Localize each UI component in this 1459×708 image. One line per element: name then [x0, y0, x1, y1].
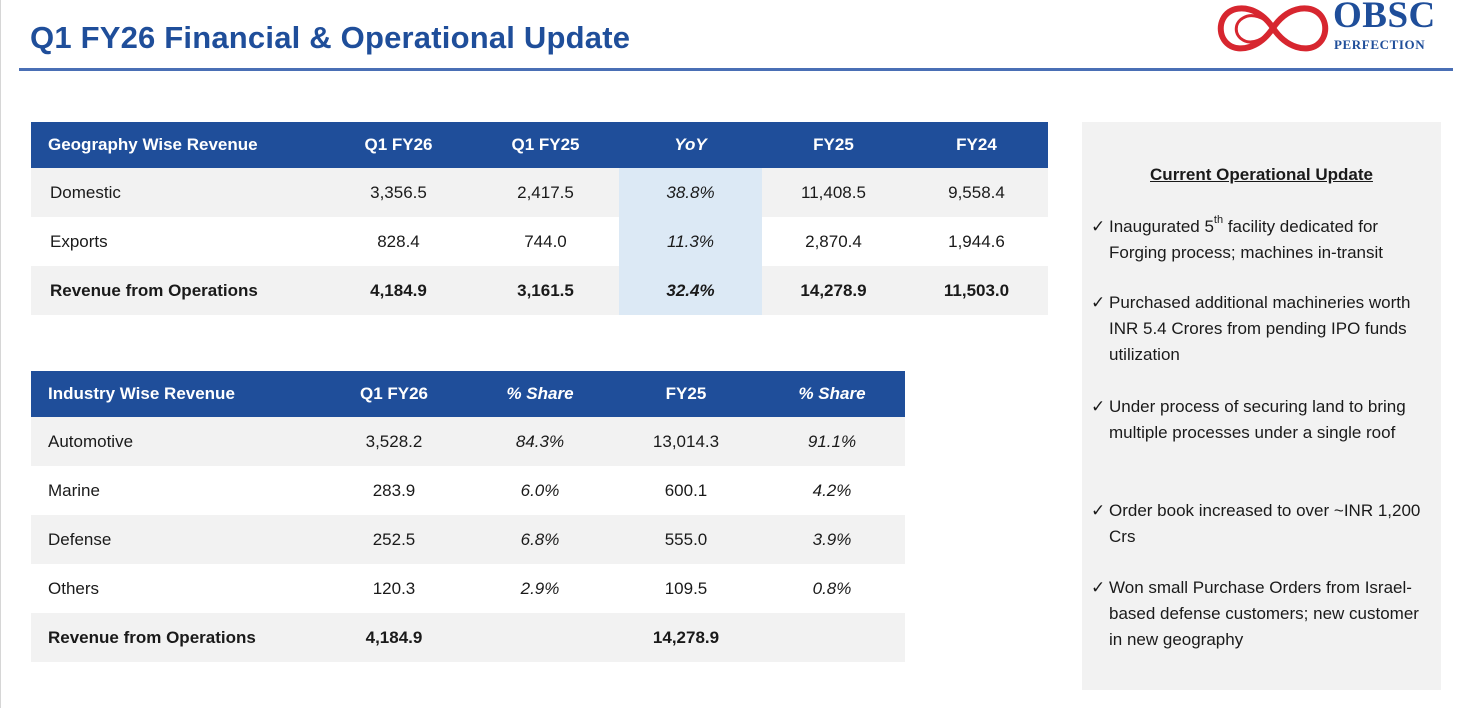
table-cell: 14,278.9 — [762, 266, 905, 315]
table-cell: 828.4 — [377, 231, 420, 251]
page-left-border — [0, 0, 1, 708]
geography-revenue-table: Geography Wise Revenue Q1 FY26 Q1 FY25 Y… — [31, 122, 1048, 315]
column-header: Q1 FY26 — [321, 371, 467, 417]
table-cell: 11,408.5 — [762, 168, 905, 217]
checkmark-icon: ✓ — [1091, 397, 1106, 416]
table-cell: 3,528.2 — [321, 417, 467, 466]
checkmark-icon: ✓ — [1091, 293, 1106, 312]
bullet-text: Order book increased to over ~INR 1,200 … — [1109, 501, 1421, 546]
share-cell — [759, 613, 905, 662]
table-row: Defense 252.5 6.8% 555.0 3.9% — [31, 515, 905, 564]
checkmark-icon: ✓ — [1091, 217, 1106, 236]
table-cell: 3,161.5 — [472, 266, 619, 315]
update-bullet: ✓ Won small Purchase Orders from Israel-… — [1091, 575, 1436, 653]
table-cell: 252.5 — [321, 515, 467, 564]
share-cell: 6.8% — [467, 515, 613, 564]
logo-wordmark: OBSC — [1333, 0, 1436, 36]
share-cell: 4.2% — [812, 480, 852, 500]
row-label: Others — [48, 578, 100, 598]
company-logo: OBSC PERFECTION — [1215, 0, 1457, 58]
table-row: Others 120.3 2.9% 109.5 0.8% — [31, 564, 905, 613]
update-bullet: ✓ Purchased additional machineries worth… — [1091, 290, 1436, 368]
update-bullet: ✓ Order book increased to over ~INR 1,20… — [1091, 498, 1436, 550]
logo-tagline: PERFECTION — [1334, 37, 1426, 52]
table-row: Exports 828.4 744.0 11.3% 2,870.4 1,944.… — [31, 217, 1048, 266]
share-cell — [467, 613, 613, 662]
row-label: Marine — [48, 480, 100, 500]
share-cell: 0.8% — [812, 578, 852, 598]
table-cell: 4,184.9 — [325, 266, 472, 315]
bullet-text: Purchased additional machineries worth I… — [1109, 293, 1411, 364]
column-header: YoY — [619, 122, 762, 168]
table-row: Automotive 3,528.2 84.3% 13,014.3 91.1% — [31, 417, 905, 466]
title-underline-divider — [19, 68, 1453, 71]
table-cell: 109.5 — [664, 578, 708, 598]
share-cell: 2.9% — [520, 578, 560, 598]
column-header: FY25 — [613, 371, 759, 417]
share-cell: 84.3% — [467, 417, 613, 466]
bullet-superscript: th — [1213, 214, 1224, 227]
table-cell: 14,278.9 — [613, 613, 759, 662]
column-header: Q1 FY26 — [325, 122, 472, 168]
table-cell: 555.0 — [613, 515, 759, 564]
column-header: % Share — [759, 371, 905, 417]
table-cell: 1,944.6 — [948, 231, 1005, 251]
update-bullet: ✓ Under process of securing land to brin… — [1091, 394, 1436, 446]
table-cell: 11,503.0 — [905, 266, 1048, 315]
page-title: Q1 FY26 Financial & Operational Update — [30, 20, 631, 55]
industry-revenue-table: Industry Wise Revenue Q1 FY26 % Share FY… — [31, 371, 905, 662]
row-label: Domestic — [31, 168, 325, 217]
table-cell: 4,184.9 — [321, 613, 467, 662]
share-cell: 6.0% — [520, 480, 560, 500]
table-cell: 9,558.4 — [905, 168, 1048, 217]
yoy-cell: 38.8% — [619, 168, 762, 217]
column-header: Industry Wise Revenue — [31, 371, 321, 417]
yoy-cell: 11.3% — [619, 217, 762, 266]
table-cell: 2,870.4 — [805, 231, 862, 251]
row-label: Revenue from Operations — [31, 266, 325, 315]
checkmark-icon: ✓ — [1091, 578, 1106, 597]
update-bullet: ✓ Inaugurated 5th facility dedicated for… — [1091, 214, 1436, 266]
bullet-text: facility dedicated for Forging process; … — [1109, 217, 1384, 262]
row-label: Exports — [50, 231, 108, 251]
bullet-text: Won small Purchase Orders from Israel-ba… — [1109, 578, 1419, 649]
row-label: Revenue from Operations — [31, 613, 321, 662]
share-cell: 3.9% — [759, 515, 905, 564]
yoy-cell: 32.4% — [619, 266, 762, 315]
row-label: Defense — [31, 515, 321, 564]
operational-update-panel: Current Operational Update ✓ Inaugurated… — [1082, 122, 1441, 690]
share-cell: 91.1% — [759, 417, 905, 466]
column-header: Q1 FY25 — [472, 122, 619, 168]
infinity-logo-icon — [1217, 5, 1329, 52]
table-cell: 2,417.5 — [472, 168, 619, 217]
column-header: Geography Wise Revenue — [31, 122, 325, 168]
table-row: Marine 283.9 6.0% 600.1 4.2% — [31, 466, 905, 515]
table-header-row: Geography Wise Revenue Q1 FY26 Q1 FY25 Y… — [31, 122, 1048, 168]
table-cell: 13,014.3 — [613, 417, 759, 466]
column-header: FY25 — [762, 122, 905, 168]
table-row: Domestic 3,356.5 2,417.5 38.8% 11,408.5 … — [31, 168, 1048, 217]
column-header: FY24 — [905, 122, 1048, 168]
table-cell: 283.9 — [372, 480, 416, 500]
checkmark-icon: ✓ — [1091, 501, 1106, 520]
panel-title: Current Operational Update — [1150, 165, 1373, 184]
table-cell: 600.1 — [664, 480, 708, 500]
column-header: % Share — [467, 371, 613, 417]
bullet-text: Inaugurated 5 — [1109, 217, 1214, 236]
table-total-row: Revenue from Operations 4,184.9 14,278.9 — [31, 613, 905, 662]
table-cell: 3,356.5 — [325, 168, 472, 217]
table-header-row: Industry Wise Revenue Q1 FY26 % Share FY… — [31, 371, 905, 417]
bullet-text: Under process of securing land to bring … — [1109, 397, 1406, 442]
table-total-row: Revenue from Operations 4,184.9 3,161.5 … — [31, 266, 1048, 315]
table-cell: 120.3 — [372, 578, 416, 598]
table-cell: 744.0 — [524, 231, 567, 251]
row-label: Automotive — [31, 417, 321, 466]
